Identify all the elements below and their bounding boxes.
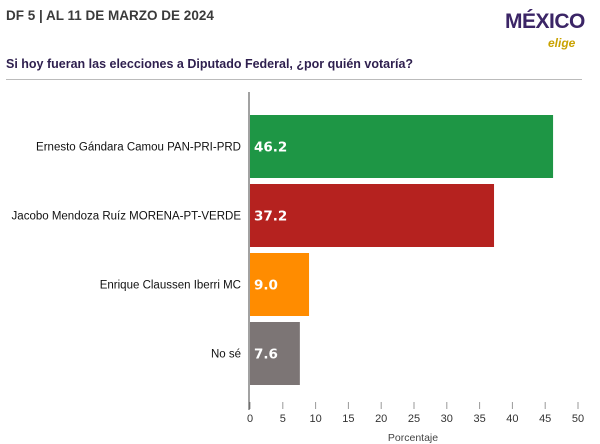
category-label: No sé xyxy=(211,349,241,361)
x-axis-label: Porcentaje xyxy=(388,432,438,444)
chart-title: DF 5 | AL 11 DE MARZO DE 2024 xyxy=(6,8,214,23)
x-tick-label: 25 xyxy=(408,413,420,425)
divider xyxy=(6,79,582,80)
x-tick-label: 35 xyxy=(473,413,485,425)
category-label: Enrique Claussen Iberri MC xyxy=(100,280,241,292)
x-tick-label: 20 xyxy=(375,413,387,425)
x-tick-label: 5 xyxy=(280,413,286,425)
x-tick-label: 0 xyxy=(247,413,253,425)
logo: MÉXICO xyxy=(505,10,585,33)
bar xyxy=(250,184,495,247)
x-tick-label: 50 xyxy=(572,413,584,425)
bar xyxy=(250,322,300,385)
logo-sub: elige xyxy=(548,36,576,50)
data-label: 37.2 xyxy=(254,209,287,225)
x-tick-label: 45 xyxy=(539,413,551,425)
x-tick-label: 30 xyxy=(441,413,453,425)
data-label: 46.2 xyxy=(254,140,287,156)
data-label: 7.6 xyxy=(254,347,278,363)
x-tick-label: 40 xyxy=(506,413,518,425)
bar xyxy=(250,253,310,316)
category-label: Ernesto Gándara Camou PAN-PRI-PRD xyxy=(36,142,241,154)
category-label: Jacobo Mendoza Ruíz MORENA-PT-VERDE xyxy=(12,211,242,223)
chart-subtitle: Si hoy fueran las elecciones a Diputado … xyxy=(6,57,414,71)
data-label: 9.0 xyxy=(254,278,278,294)
x-tick-label: 15 xyxy=(342,413,354,425)
bar xyxy=(250,115,554,178)
x-tick-label: 10 xyxy=(309,413,321,425)
